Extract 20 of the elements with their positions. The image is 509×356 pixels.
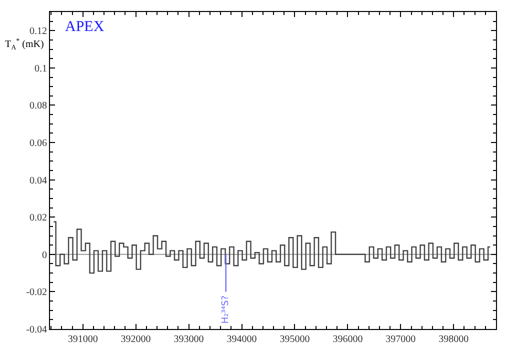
y-tick-label: 0.08 xyxy=(30,100,47,112)
x-tick-label: 397000 xyxy=(386,334,416,345)
y-tick-label: 0.04 xyxy=(30,175,47,186)
x-tick-label: 394000 xyxy=(226,334,257,345)
y-tick-label: 0 xyxy=(42,250,47,261)
annotation: APEX xyxy=(65,19,104,35)
x-tick-label: 395000 xyxy=(280,334,310,345)
y-tick-label: -0.02 xyxy=(26,287,47,298)
y-tick-label: 0.12 xyxy=(30,26,47,38)
x-tick-label: 391000 xyxy=(68,334,98,345)
y-tick-label: 0.06 xyxy=(30,138,47,150)
y-tick-label: -0.04 xyxy=(26,324,47,336)
x-tick-label: 396000 xyxy=(332,334,363,345)
y-axis-title: T$_{A}$$^{*}$ (mK) xyxy=(5,37,44,52)
ref-line-label: H₂³⁴S? xyxy=(221,295,232,324)
x-tick-label: 393000 xyxy=(174,334,204,345)
x-tick-label: 398000 xyxy=(438,334,469,345)
y-tick-label: 0.1 xyxy=(34,63,47,74)
y-tick-label: 0.02 xyxy=(30,212,47,224)
x-tick-label: 392000 xyxy=(120,334,151,345)
